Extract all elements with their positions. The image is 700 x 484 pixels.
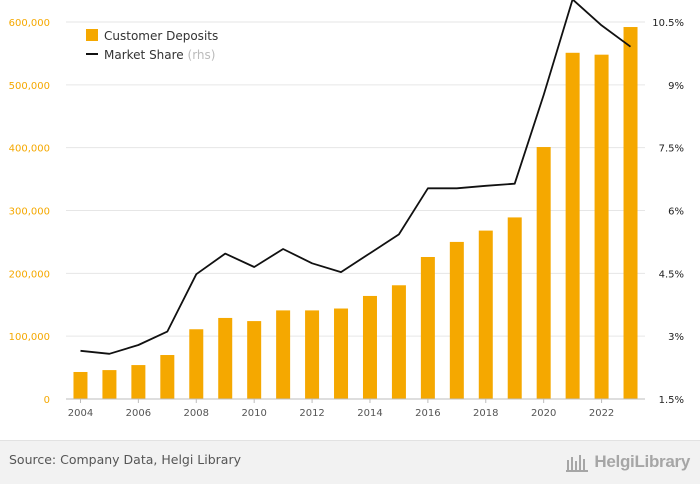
bar (594, 54, 609, 399)
bar (478, 230, 493, 399)
y-right-tick-label: 7.5% (659, 144, 684, 155)
x-tick-label: 2014 (357, 408, 382, 419)
y-left-tick-label: 600,000 (9, 18, 50, 29)
bar (362, 295, 377, 399)
y-right-tick-label: 9% (668, 81, 684, 92)
bar (160, 355, 175, 399)
bar-series (73, 27, 638, 400)
bar (189, 329, 204, 399)
legend: Customer Deposits Market Share (rhs) (86, 29, 218, 62)
legend-label: Market Share (rhs) (104, 48, 215, 62)
axes: 0 100,000 200,000 300,000 400,000 500,000 600,… (9, 18, 684, 419)
x-tick-label: 2016 (415, 408, 440, 419)
x-tick-label: 2012 (299, 408, 324, 419)
y-left-tick-label: 200,000 (9, 269, 50, 280)
y-left-tick-label: 0 (44, 395, 50, 406)
bar (334, 308, 349, 399)
bar (623, 27, 638, 399)
legend-swatch-bar (86, 29, 98, 41)
y-right-tick-label: 3% (668, 332, 684, 343)
x-tick-label: 2018 (473, 408, 498, 419)
bar (565, 52, 580, 400)
library-icon (566, 455, 589, 472)
brand-logo: HelgiLibrary (566, 451, 690, 473)
footer-bar: Source: Company Data, Helgi Library Helg… (0, 440, 700, 484)
y-left-tick-label: 100,000 (9, 332, 50, 343)
x-tick-label: 2008 (184, 408, 209, 419)
legend-label: Customer Deposits (104, 29, 218, 43)
x-tick-label: 2022 (589, 408, 614, 419)
brand-name: HelgiLibrary (594, 452, 690, 471)
bar (218, 317, 233, 399)
bar (73, 371, 88, 399)
bar (391, 285, 406, 399)
y-right-tick-label: 4.5% (659, 269, 684, 280)
legend-sub-label: (rhs) (188, 48, 216, 62)
y-left-tick-label: 400,000 (9, 144, 50, 155)
bar (131, 365, 146, 399)
y-left-tick-label: 300,000 (9, 207, 50, 218)
y-left-tick-label: 500,000 (9, 81, 50, 92)
y-right-tick-label: 10.5% (652, 18, 684, 29)
bar (420, 256, 435, 399)
x-tick-label: 2004 (68, 408, 93, 419)
x-tick-label: 2006 (126, 408, 151, 419)
market-share-line (80, 0, 632, 355)
grid-lines (66, 21, 645, 400)
bar (305, 310, 320, 399)
bar (536, 147, 551, 399)
y-right-tick-label: 6% (668, 207, 684, 218)
bar (507, 217, 522, 399)
combo-chart: 0 100,000 200,000 300,000 400,000 500,000 600,… (9, 0, 684, 419)
bar (102, 370, 117, 399)
x-tick-label: 2010 (241, 408, 266, 419)
bar (449, 241, 464, 399)
bar (247, 321, 262, 399)
source-note: Source: Company Data, Helgi Library (9, 452, 242, 467)
x-tick-label: 2020 (531, 408, 556, 419)
line-series (80, 0, 632, 355)
bar (276, 310, 291, 399)
y-right-tick-label: 1.5% (659, 395, 684, 406)
